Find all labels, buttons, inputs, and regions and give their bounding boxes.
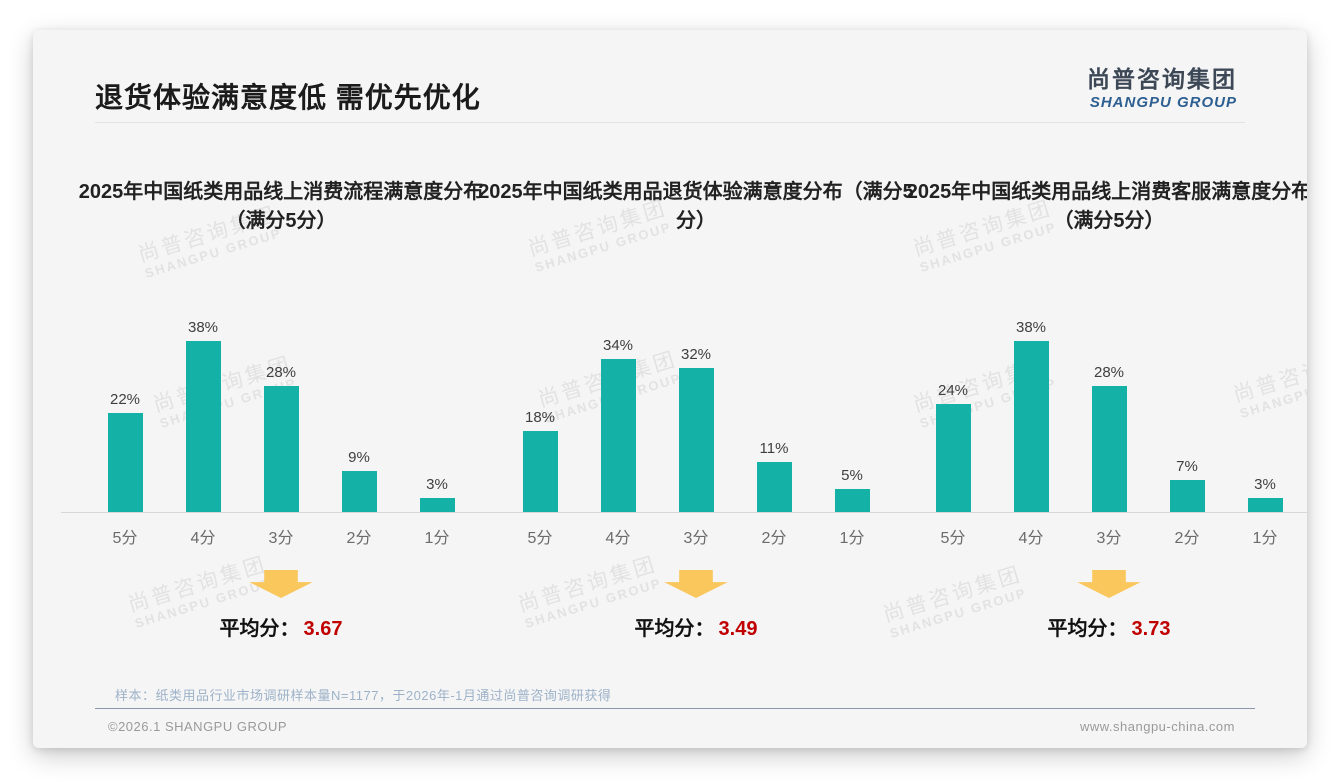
bar-value-label: 18% — [524, 409, 556, 426]
slide: 尚普咨询集团 SHANGPU GROUP 尚普咨询集团 SHANGPU GROUP 尚普… — [33, 30, 1307, 748]
bar-group: 9% — [320, 310, 398, 512]
bar — [935, 404, 971, 512]
bar-group: 32% — [657, 310, 735, 512]
category-label: 1分 — [424, 530, 450, 547]
category-label: 1分 — [839, 530, 865, 547]
down-arrow-icon — [249, 570, 313, 598]
category-label: 3分 — [1096, 530, 1122, 547]
average-row: 平均分： 3.73 — [889, 612, 1307, 641]
bar — [1091, 386, 1127, 512]
average-label: 平均分： — [1047, 618, 1128, 640]
x-axis-line — [61, 512, 501, 513]
company-logo: 尚普咨询集团 SHANGPU GROUP — [1087, 60, 1237, 111]
bar-value-label: 3% — [426, 476, 448, 493]
category-label: 1分 — [1252, 530, 1278, 547]
bar-value-label: 28% — [265, 364, 297, 381]
bar-group: 28% — [242, 310, 320, 512]
average-label: 平均分： — [219, 618, 300, 640]
bar — [263, 386, 299, 512]
category-label: 4分 — [190, 530, 216, 547]
bar — [834, 489, 870, 512]
category-label: 3分 — [683, 530, 709, 547]
category-label: 4分 — [1018, 530, 1044, 547]
bar-group: 11% — [735, 310, 813, 512]
page-title: 退货体验满意度低 需优先优化 — [95, 82, 481, 113]
category-axis: 5分 4分 3分 2分 1分 — [501, 524, 891, 548]
bar-value-label: 3% — [1254, 476, 1276, 493]
category-label: 2分 — [1174, 530, 1200, 547]
bar-value-label: 7% — [1176, 458, 1198, 475]
chart-title: 2025年中国纸类用品线上消费流程满意度分布（满分5分） — [78, 181, 484, 232]
bar-group: 24% — [914, 310, 992, 512]
bar-value-label: 24% — [937, 382, 969, 399]
bar-value-label: 38% — [187, 319, 219, 336]
category-axis: 5分 4分 3分 2分 1分 — [914, 524, 1304, 548]
bar — [522, 431, 558, 512]
category-label: 2分 — [761, 530, 787, 547]
x-axis-line — [476, 512, 916, 513]
logo-text-cn: 尚普咨询集团 — [1087, 66, 1237, 92]
bar — [1169, 480, 1205, 512]
bar-group: 7% — [1148, 310, 1226, 512]
category-axis: 5分 4分 3分 2分 1分 — [86, 524, 476, 548]
bar-value-label: 34% — [602, 337, 634, 354]
category-label: 2分 — [346, 530, 372, 547]
average-value: 3.73 — [1131, 618, 1171, 640]
bar — [185, 341, 221, 512]
bar-group: 38% — [992, 310, 1070, 512]
down-arrow-icon — [664, 570, 728, 598]
bar-chart-plot: 18% 34% 32% 11% 5% — [501, 310, 891, 512]
category-label: 5分 — [940, 530, 966, 547]
copyright-text: ©2026.1 SHANGPU GROUP — [108, 719, 288, 734]
chart-title: 2025年中国纸类用品线上消费客服满意度分布（满分5分） — [906, 181, 1307, 232]
bar — [107, 413, 143, 512]
bar — [341, 471, 377, 512]
bar-value-label: 28% — [1093, 364, 1125, 381]
average-label: 平均分： — [634, 618, 715, 640]
bar-chart-plot: 22% 38% 28% 9% 3% — [86, 310, 476, 512]
bar-group: 22% — [86, 310, 164, 512]
logo-text-en: SHANGPU GROUP — [1089, 94, 1237, 111]
chart-title: 2025年中国纸类用品退货体验满意度分布（满分5分） — [478, 181, 914, 232]
bar-group: 34% — [579, 310, 657, 512]
category-label: 5分 — [527, 530, 553, 547]
bar-chart-plot: 24% 38% 28% 7% 3% — [914, 310, 1304, 512]
bar-group: 28% — [1070, 310, 1148, 512]
bar-group: 3% — [398, 310, 476, 512]
average-row: 平均分： 3.49 — [476, 612, 916, 641]
bar — [1247, 498, 1283, 512]
average-row: 平均分： 3.67 — [61, 612, 501, 641]
chart-column-process: 2025年中国纸类用品线上消费流程满意度分布（满分5分） 22% 38% 28% 9%… — [61, 178, 501, 668]
bar — [600, 359, 636, 512]
category-label: 5分 — [112, 530, 138, 547]
bar — [756, 462, 792, 512]
average-value: 3.49 — [718, 618, 758, 640]
website-url: www.shangpu-china.com — [1079, 719, 1235, 734]
bar — [419, 498, 455, 512]
bar — [1013, 341, 1049, 512]
bar-group: 38% — [164, 310, 242, 512]
average-value: 3.67 — [303, 618, 343, 640]
sample-footnote: 样本：纸类用品行业市场调研样本量N=1177，于2026年-1月通过尚普咨询调研… — [115, 688, 612, 703]
bar — [678, 368, 714, 512]
category-label: 4分 — [605, 530, 631, 547]
down-arrow-icon — [1077, 570, 1141, 598]
bar-value-label: 38% — [1015, 319, 1047, 336]
bar-value-label: 9% — [348, 449, 370, 466]
x-axis-line — [889, 512, 1307, 513]
bar-group: 5% — [813, 310, 891, 512]
title-divider — [95, 122, 1245, 123]
footer-divider — [95, 708, 1255, 709]
bar-value-label: 11% — [759, 440, 789, 457]
category-label: 3分 — [268, 530, 294, 547]
bar-value-label: 5% — [841, 467, 863, 484]
bar-value-label: 22% — [109, 391, 141, 408]
bar-value-label: 32% — [680, 346, 712, 363]
bar-group: 18% — [501, 310, 579, 512]
chart-column-returns: 2025年中国纸类用品退货体验满意度分布（满分5分） 18% 34% 32% 11% 5… — [476, 178, 916, 668]
bar-group: 3% — [1226, 310, 1304, 512]
chart-column-service: 2025年中国纸类用品线上消费客服满意度分布（满分5分） 24% 38% 28% 7%… — [889, 178, 1307, 668]
